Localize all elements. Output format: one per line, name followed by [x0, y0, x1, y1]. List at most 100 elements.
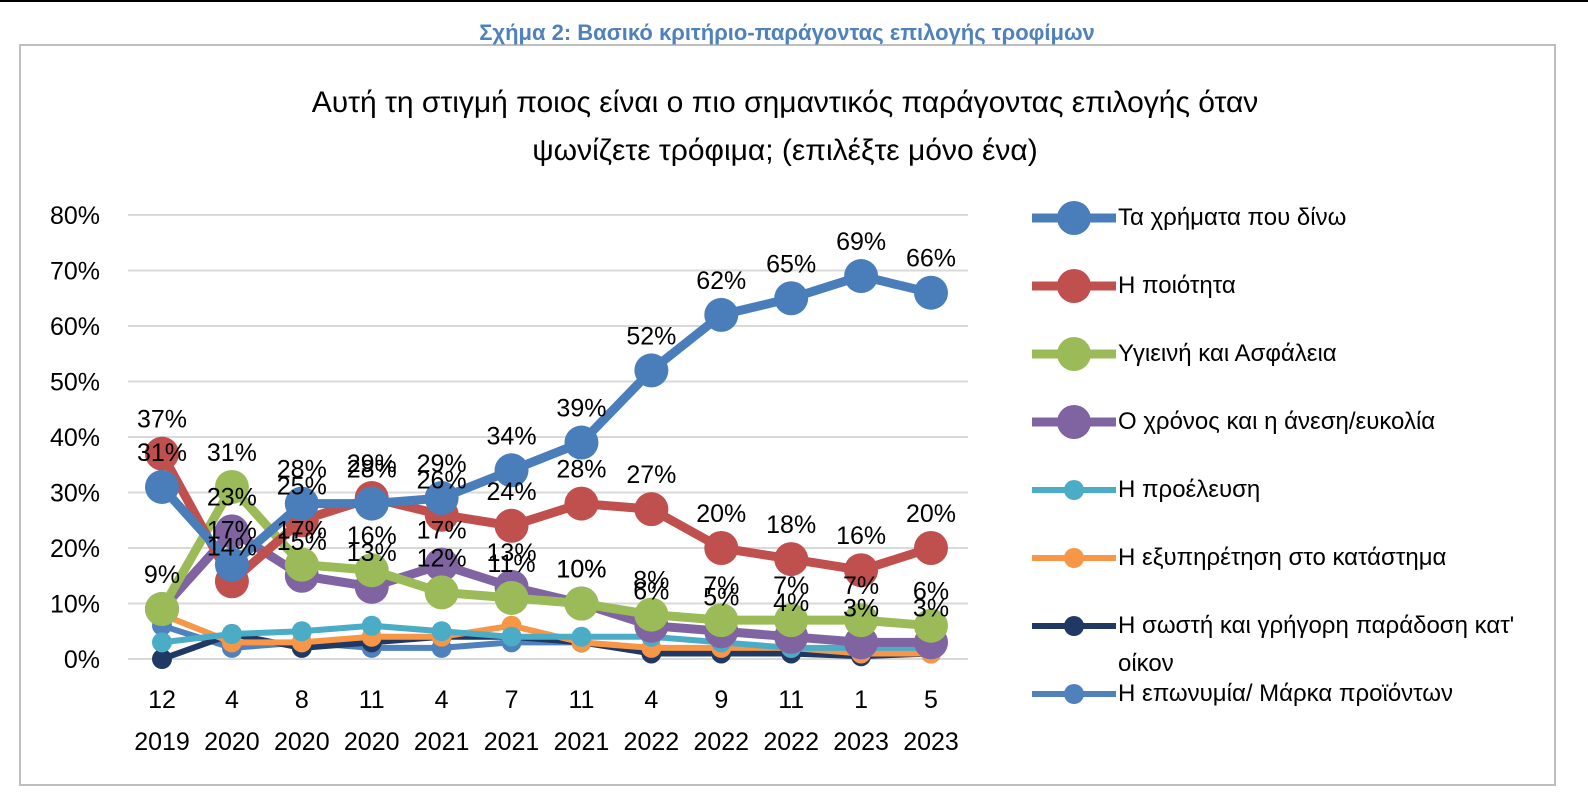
- data-point: [564, 425, 599, 460]
- x-tick-label: 2021: [414, 728, 470, 756]
- data-label: 52%: [626, 322, 676, 350]
- x-tick-label: 4: [435, 686, 449, 714]
- legend-marker: [1032, 201, 1116, 235]
- x-tick-label: 2022: [624, 728, 680, 756]
- data-label: 4%: [773, 589, 809, 617]
- data-point: [494, 508, 529, 543]
- data-label: 26%: [417, 467, 467, 495]
- data-point: [145, 436, 179, 471]
- data-label: 12%: [417, 544, 467, 572]
- data-point: [494, 580, 529, 615]
- data-label: 31%: [207, 439, 257, 467]
- data-label: 7%: [773, 572, 809, 600]
- data-point: [214, 469, 249, 504]
- legend-marker: [1032, 269, 1116, 303]
- x-tick-label: 2022: [763, 728, 819, 756]
- legend-label: Υγιεινή και Ασφάλεια: [1118, 340, 1337, 367]
- data-point: [704, 297, 739, 332]
- x-tick-label: 2020: [274, 728, 330, 756]
- x-tick-label: 2021: [484, 728, 540, 756]
- data-label: 3%: [843, 594, 879, 622]
- data-label: 28%: [277, 456, 327, 484]
- data-point: [494, 453, 529, 488]
- data-point: [564, 486, 599, 521]
- y-tick-label: 20%: [50, 535, 100, 563]
- legend-marker: [1032, 337, 1116, 371]
- figure-title: Σχήμα 2: Βασικό κριτήριο-παράγοντας επιλ…: [479, 20, 1095, 45]
- data-label: 15%: [277, 528, 327, 556]
- legend-dot: [1064, 616, 1084, 636]
- data-label: 23%: [207, 483, 257, 511]
- data-label: 18%: [766, 511, 816, 539]
- data-point: [291, 621, 312, 642]
- data-label: 37%: [137, 406, 187, 434]
- data-label: 25%: [277, 472, 327, 500]
- legend-dot: [1057, 337, 1091, 371]
- data-point: [634, 492, 669, 527]
- data-label: 13%: [347, 539, 397, 567]
- x-tick-label: 11: [359, 686, 385, 714]
- data-label: 13%: [487, 539, 537, 567]
- x-tick-label: 1: [854, 686, 868, 714]
- data-point: [424, 547, 459, 582]
- data-label: 28%: [347, 456, 397, 484]
- x-tick-label: 11: [778, 686, 804, 714]
- legend-dot: [1057, 201, 1091, 235]
- chart-title: Αυτή τη στιγμή ποιος είναι ο πιο σημαντι…: [312, 86, 1259, 119]
- data-point: [152, 632, 172, 653]
- data-point: [704, 603, 739, 638]
- data-point: [844, 553, 879, 588]
- legend-label: Η προέλευση: [1118, 476, 1261, 503]
- data-label: 20%: [696, 500, 746, 528]
- data-label: 17%: [277, 517, 327, 545]
- legend-label: Η εξυπηρέτηση στο κατάστημα: [1118, 544, 1447, 571]
- legend-label: Η ποιότητα: [1118, 272, 1236, 299]
- data-point: [844, 603, 879, 638]
- data-label: 7%: [703, 572, 739, 600]
- data-label: 16%: [347, 522, 397, 550]
- legend-dot: [1064, 480, 1084, 500]
- x-tick-label: 8: [295, 686, 309, 714]
- legend-item: Η εξυπηρέτηση στο κατάστημα: [1030, 539, 1543, 577]
- legend-item: Η προέλευση: [1030, 471, 1543, 509]
- legend-marker: [1032, 405, 1116, 439]
- data-label: 20%: [906, 500, 956, 528]
- y-tick-label: 0%: [64, 646, 100, 674]
- legend-label: Τα χρήματα που δίνω: [1118, 204, 1347, 231]
- data-point: [361, 615, 382, 636]
- data-label: 29%: [417, 450, 467, 478]
- data-point: [424, 481, 459, 516]
- data-point: [284, 486, 319, 521]
- legend-dot: [1064, 684, 1084, 704]
- data-point: [152, 649, 172, 669]
- data-point: [774, 281, 809, 316]
- data-point: [634, 597, 669, 632]
- x-tick-label: 2022: [693, 728, 749, 756]
- legend-item: Η επωνυμία/ Μάρκα προϊόντων: [1030, 675, 1543, 713]
- data-label: 17%: [207, 517, 257, 545]
- legend-item: Τα χρήματα που δίνω: [1030, 199, 1543, 237]
- data-point: [354, 486, 389, 521]
- data-label: 27%: [626, 461, 676, 489]
- legend-marker: [1032, 548, 1116, 568]
- x-tick-label: 2019: [134, 728, 190, 756]
- data-point: [844, 259, 879, 294]
- x-tick-label: 4: [225, 686, 239, 714]
- data-point: [221, 624, 242, 645]
- legend-item: Η σωστή και γρήγορη παράδοση κατ' οίκον: [1030, 607, 1543, 683]
- legend-label: Ο χρόνος και η άνεση/ευκολία: [1118, 408, 1436, 435]
- data-label: 6%: [913, 578, 949, 606]
- y-tick-label: 40%: [50, 424, 100, 452]
- legend-label: Η σωστή και γρήγορη παράδοση κατ' οίκον: [1118, 612, 1515, 677]
- data-point: [424, 575, 459, 610]
- x-tick-label: 9: [714, 686, 728, 714]
- data-label: 16%: [836, 522, 886, 550]
- data-point: [501, 626, 522, 647]
- data-point: [914, 608, 948, 643]
- data-label: 66%: [906, 245, 956, 273]
- data-point: [774, 603, 809, 638]
- data-point: [914, 275, 948, 310]
- x-tick-label: 12: [148, 686, 176, 714]
- data-label: 34%: [487, 422, 537, 450]
- data-label: 65%: [766, 250, 816, 278]
